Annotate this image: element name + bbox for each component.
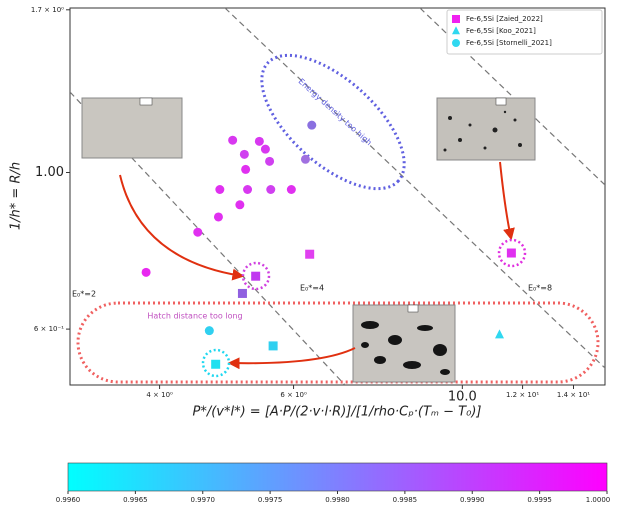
marker-square — [211, 359, 221, 369]
x-axis-label: P*/(v*l*) = [A·P/(2·v·l·R)]/[1/rho·Cₚ·(T… — [193, 405, 482, 420]
marker-square — [237, 288, 247, 298]
inset — [436, 97, 536, 161]
marker-triangle — [452, 26, 460, 35]
e0-line — [70, 91, 346, 385]
marker-circle — [215, 185, 225, 195]
colorbar-tick-label: 0.9990 — [460, 496, 485, 504]
annotation: Hatch distance too long — [147, 312, 242, 321]
marker-square — [251, 271, 261, 281]
marker-circle — [204, 326, 214, 336]
inset-tag — [407, 304, 419, 313]
colorbar-tick-label: 0.9965 — [123, 496, 148, 504]
annotation: E₀*=2 — [72, 290, 96, 299]
legend-label: Fe-6,5Si [Stornelli_2021] — [466, 39, 552, 47]
marker-circle — [241, 164, 251, 174]
arrows — [119, 161, 515, 370]
marker-circle — [235, 200, 245, 210]
pores — [443, 110, 522, 152]
y-axis-label: 1/h* = R/h — [9, 162, 24, 230]
legend: Fe-6,5Si [Zaied_2022] Fe-6,5Si [Koo_2021]… — [446, 9, 603, 55]
x-tick-label: 4 × 10⁰ — [146, 391, 173, 399]
inset-images — [81, 97, 536, 383]
inset-tag — [495, 97, 507, 106]
legend-box — [446, 9, 603, 55]
x-tick-label: 6 × 10⁰ — [280, 391, 307, 399]
plot-frame — [69, 7, 606, 386]
arrow — [227, 347, 356, 370]
marker-circle — [213, 212, 223, 222]
inset — [352, 304, 456, 383]
x-tick-label: 1.4 × 10¹ — [557, 391, 590, 399]
points — [141, 120, 516, 369]
marker-circle — [254, 136, 264, 146]
highlights — [201, 238, 527, 378]
marker-circle — [452, 39, 460, 47]
colorbar-tick-label: 1.0000 — [586, 496, 611, 504]
colorbar-tick-label: 0.9985 — [393, 496, 418, 504]
arrow — [499, 161, 515, 241]
colorbar-tick-label: 0.9980 — [325, 496, 350, 504]
marker-square — [452, 15, 460, 23]
marker-circle — [228, 135, 238, 145]
y-tick-label: 1.00 — [35, 165, 64, 180]
x-tick-label: 1.2 × 10¹ — [506, 391, 539, 399]
highlight — [241, 261, 271, 291]
x-tick-label: 10.0 — [448, 390, 477, 405]
pores — [361, 321, 450, 375]
annotation: E₀*=8 — [528, 284, 552, 293]
marker-square — [506, 248, 516, 258]
legend-label: Fe-6,5Si [Koo_2021] — [466, 27, 536, 35]
inset-tag — [139, 97, 153, 106]
colorbar-tick-label: 0.9970 — [191, 496, 216, 504]
highlight — [201, 348, 231, 378]
energy-ellipse — [260, 53, 406, 191]
marker-circle — [193, 227, 203, 237]
hatch-box — [76, 301, 600, 384]
e0-line — [224, 8, 605, 369]
marker-circle — [239, 149, 249, 159]
marker-square — [268, 341, 278, 351]
marker-square — [305, 249, 315, 259]
marker-circle — [141, 267, 151, 277]
inset — [81, 97, 183, 159]
legend-label: Fe-6,5Si [Zaied_2022] — [466, 15, 543, 23]
marker-circle — [265, 156, 275, 166]
marker-circle — [266, 185, 276, 195]
marker-circle — [286, 185, 296, 195]
colorbar-tick-label: 0.9995 — [527, 496, 552, 504]
marker-triangle — [494, 329, 504, 339]
marker-circle — [243, 185, 253, 195]
colorbar-tick-label: 0.9975 — [258, 496, 283, 504]
marker-circle — [260, 144, 270, 154]
y-tick-label: 1.7 × 10⁰ — [31, 6, 64, 14]
marker-circle — [300, 154, 310, 164]
annotation: E₀*=4 — [300, 284, 324, 293]
y-tick-label: 6 × 10⁻¹ — [34, 325, 64, 333]
colorbar — [67, 462, 608, 492]
arrow — [119, 174, 245, 281]
marker-circle — [307, 120, 317, 130]
colorbar-tick-label: 0.9960 — [56, 496, 81, 504]
highlight — [497, 238, 527, 268]
